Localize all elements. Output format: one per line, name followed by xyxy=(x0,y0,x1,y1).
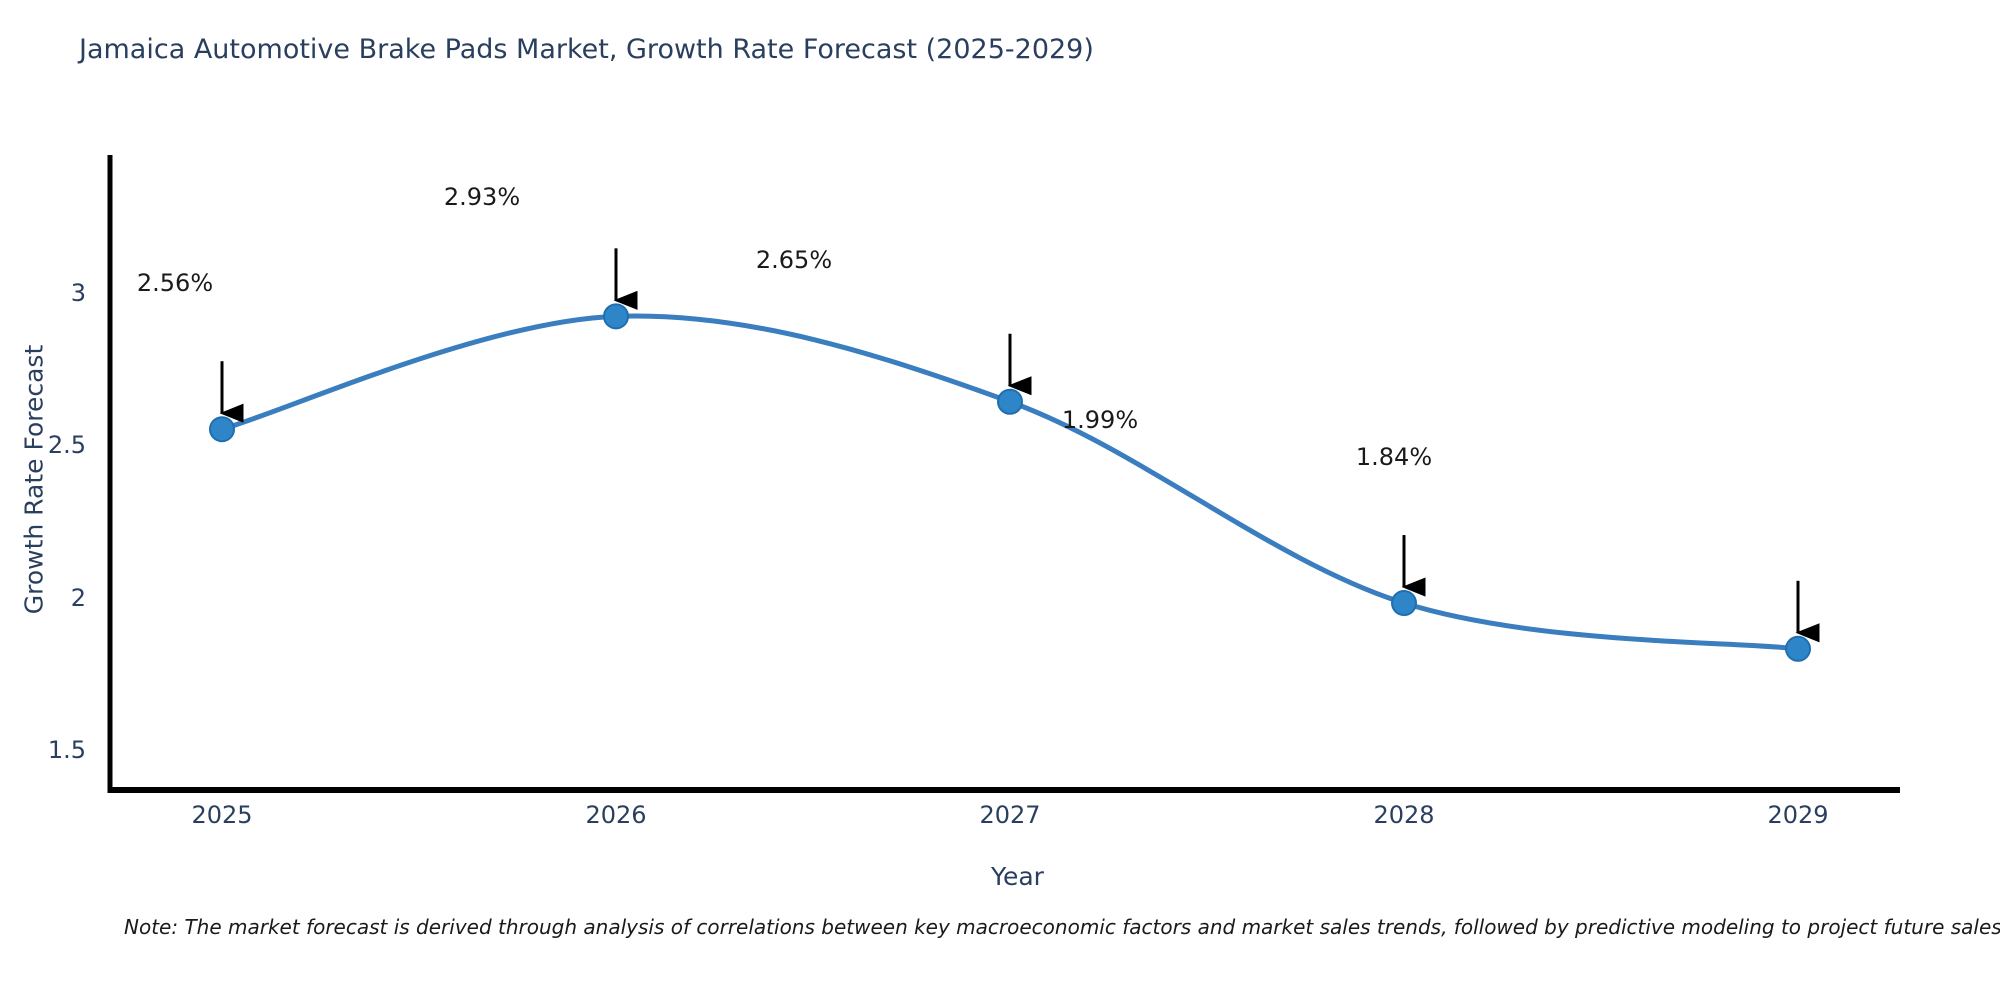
data-point-2026[interactable] xyxy=(603,303,629,330)
chart-title: Jamaica Automotive Brake Pads Market, Gr… xyxy=(79,34,1094,65)
x-tick-label: 2026 xyxy=(585,801,647,829)
data-point-2025[interactable] xyxy=(209,416,235,443)
y-tick-label: 3 xyxy=(70,279,86,307)
y-tick-label: 1.5 xyxy=(47,736,86,764)
x-tick-label: 2027 xyxy=(979,801,1041,829)
x-tick-label: 2028 xyxy=(1373,801,1435,829)
point-label-2025: 2.56% xyxy=(136,269,214,297)
x-axis-title-text: Year xyxy=(991,862,1044,891)
chart-note: Note: The market forecast is derived thr… xyxy=(124,915,2000,939)
point-label-2026: 2.93% xyxy=(443,183,521,211)
point-label-2027: 2.65% xyxy=(755,246,833,274)
point-label-2028: 1.99% xyxy=(1061,406,1139,434)
x-tick-label: 2025 xyxy=(191,801,253,829)
y-tick-label: 2 xyxy=(70,584,86,612)
data-point-2028[interactable] xyxy=(1391,590,1417,617)
y-tick-label: 2.5 xyxy=(47,431,86,459)
data-point-2029[interactable] xyxy=(1785,635,1811,662)
point-label-2029: 1.84% xyxy=(1355,443,1433,471)
x-axis-title: Year xyxy=(0,862,2000,891)
annotation-arrows xyxy=(219,248,1820,643)
x-tick-label: 2029 xyxy=(1767,801,1829,829)
